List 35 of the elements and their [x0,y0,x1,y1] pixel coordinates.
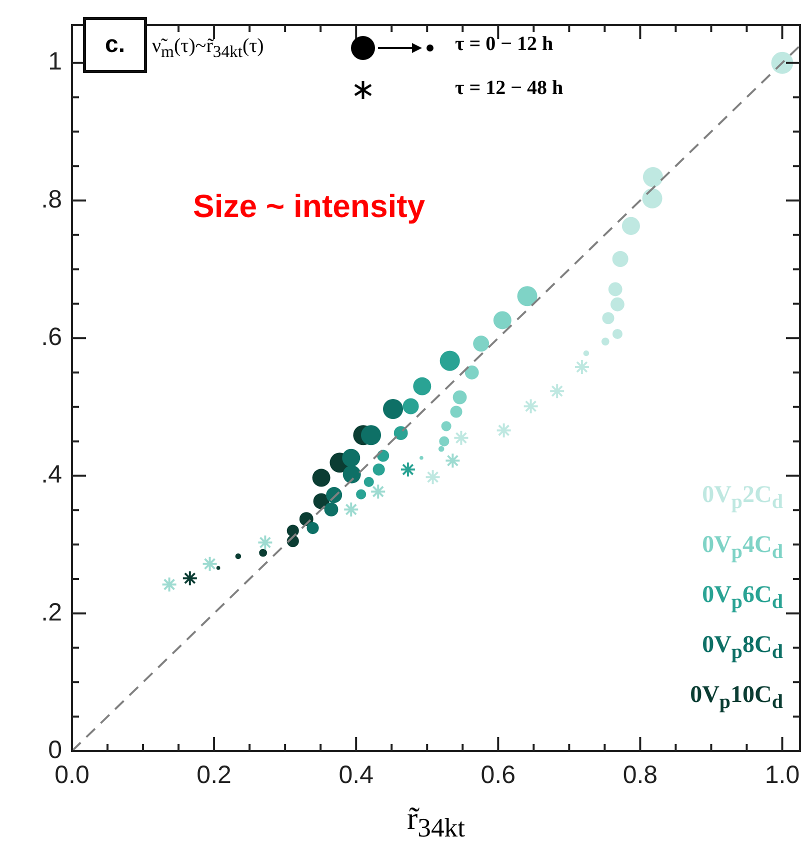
x-tick-label: 0.4 [338,760,374,789]
point [453,430,470,446]
annotation: τ = 12 − 48 h [455,77,564,100]
text: 0V$_{p}$10C$_{d}$ [690,681,783,715]
point [549,383,566,400]
annotation: c. [83,17,147,73]
point [424,469,441,486]
y-tick-label: .2 [41,598,62,626]
annotation: τ = 0 − 12 h [455,33,554,56]
point [400,462,416,478]
point [496,422,512,438]
y-tick-label: .4 [41,460,62,489]
point [574,359,590,376]
point [444,452,461,469]
y-tick-label: 1 [48,48,62,76]
point [182,570,198,586]
text: 0V$_{p}$4C$_{d}$ [701,531,783,565]
point [257,534,274,550]
x-tick-label: 0.6 [480,760,516,789]
annotation: Size ~ intensity [193,188,426,225]
text: 0V$_{p}$2C$_{d}$ [701,481,783,515]
point [522,398,539,414]
text: 0V$_{p}$8C$_{d}$ [701,631,783,665]
point [370,484,386,500]
y-tick-label: .8 [41,185,62,214]
point [161,576,178,592]
x-axis-title: r̃$_{34kt}$ [406,800,466,844]
x-tick-label: 0.2 [196,760,232,789]
text: 0V$_{p}$6C$_{d}$ [701,581,783,615]
annotation: ν̃$_{m}$(τ)~r̃$_{34kt}$(τ) [152,35,264,62]
y-tick-label: .6 [41,323,62,351]
point [343,501,360,518]
x-tick-label: 0.8 [622,760,658,789]
point [202,556,218,572]
x-tick-label: 1.0 [764,760,800,789]
